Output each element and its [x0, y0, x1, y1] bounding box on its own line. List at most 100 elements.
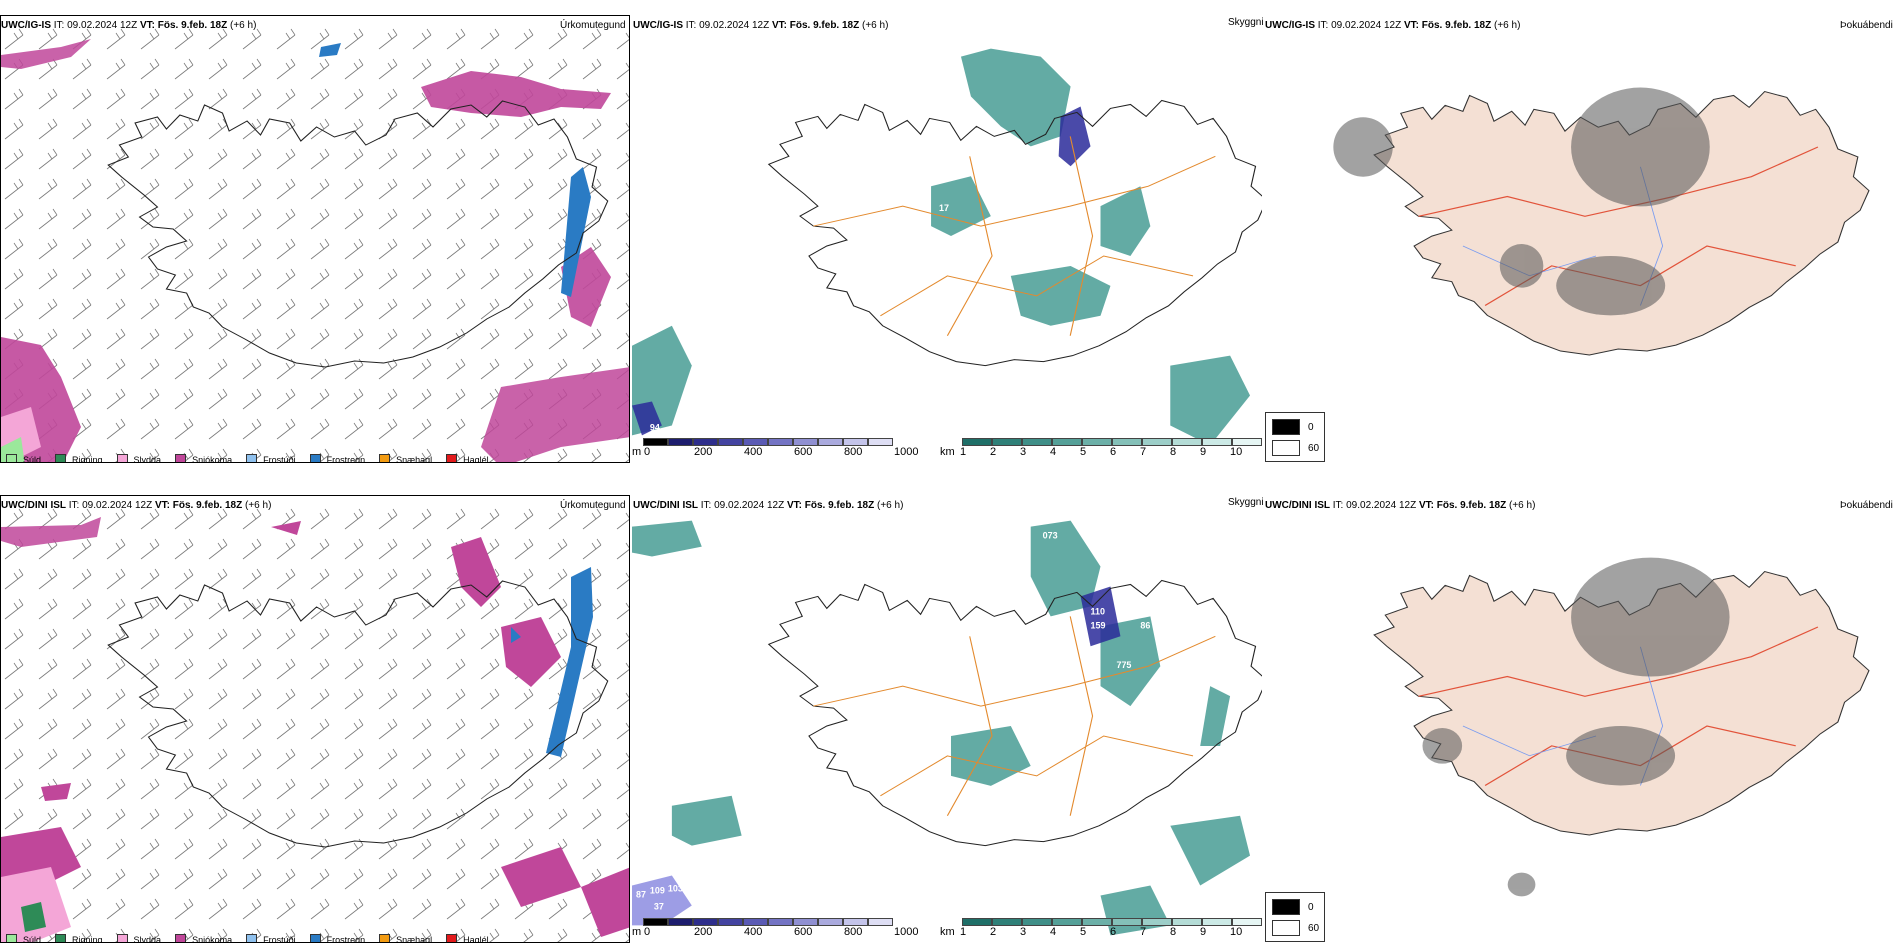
colorbar-cell	[768, 438, 793, 446]
header-row1-p2: UWC/IG-IS IT: 09.02.2024 12Z VT: Fös. 9.…	[633, 20, 889, 31]
svg-text:64: 64	[1186, 664, 1196, 674]
title-fog-1: Þokuábendi	[1840, 20, 1893, 31]
colorbar-cell	[643, 438, 668, 446]
legend-swatch	[6, 454, 17, 462]
precip-legend-2: Súld Rigning Slydda Snjókoma Frostúði Frostre…	[6, 934, 503, 943]
colorbar-cell	[1172, 438, 1202, 446]
colorbar-tick-label: 2	[990, 446, 997, 458]
svg-text:94: 94	[650, 422, 660, 432]
title-visibility-2: Skyggni	[1228, 497, 1264, 508]
colorbar-tick-label: 10	[1230, 446, 1243, 458]
colorbar-cell	[718, 918, 743, 926]
ceiling-colorbar-1	[643, 438, 893, 446]
ceiling-bar-labels-2: m 0 200 400 600 800 1000	[632, 926, 932, 940]
colorbar-tick-label: 800	[844, 926, 863, 938]
colorbar-tick-label: 3	[1020, 446, 1027, 458]
svg-text:86: 86	[1140, 620, 1150, 630]
precip-type-map	[1, 27, 629, 462]
colorbar-tick-label: 2	[990, 926, 997, 938]
colorbar-cell	[962, 438, 992, 446]
legend-item-snjokoma: Snjókoma	[175, 934, 232, 942]
colorbar-tick-label: 1000	[894, 446, 919, 458]
svg-text:88: 88	[1125, 88, 1135, 98]
colorbar-cell	[992, 918, 1022, 926]
colorbar-cell	[1202, 918, 1232, 926]
svg-text:15: 15	[1105, 126, 1115, 136]
legend-swatch	[246, 454, 258, 462]
colorbar-tick-label: 7	[1140, 446, 1147, 458]
cloud-value-labels: 073 110 159 86 775 64 93 87 109 103 37	[636, 531, 1200, 912]
legend-item-haglel: Haglél	[446, 454, 489, 462]
svg-text:93: 93	[1190, 654, 1200, 664]
legend-swatch	[379, 454, 391, 462]
colorbar-cell	[693, 438, 718, 446]
colorbar-tick-label: 5	[1080, 446, 1087, 458]
svg-text:87: 87	[636, 889, 646, 899]
legend-swatch	[246, 934, 258, 942]
svg-text:103: 103	[668, 883, 683, 893]
legend-label: Slydda	[133, 454, 162, 463]
legend-item-frostregn: Frostregn	[309, 454, 365, 462]
ceiling-areas	[632, 106, 1091, 436]
snow-areas	[1, 517, 629, 942]
colorbar-cell	[1202, 438, 1232, 446]
colorbar-tick-label: 600	[794, 926, 813, 938]
colorbar-tick-label: 0	[644, 926, 651, 938]
colorbar-cell	[843, 918, 868, 926]
header-row1-p1: UWC/IG-IS IT: 09.02.2024 12Z VT: Fös. 9.…	[1, 20, 257, 31]
visibility-panel-2: 073 110 159 86 775 64 93 87 109 103 37	[632, 495, 1264, 943]
colorbar-tick-label: 8	[1170, 926, 1177, 938]
title-visibility-1: Skyggni	[1228, 17, 1264, 28]
legend-item-frostudi: Frostúði	[246, 934, 296, 942]
fog-map	[1373, 557, 1870, 897]
legend-label: Snæhagl	[396, 934, 433, 943]
cloud-areas	[632, 48, 1251, 446]
visibility-colorbar-2	[962, 918, 1262, 926]
colorbar-cell	[643, 918, 668, 926]
visibility-panel-1: 88 101 15 17 94	[632, 15, 1264, 463]
fog-legend-1: 0 60	[1265, 412, 1325, 462]
legend-swatch	[309, 454, 321, 462]
legend-swatch	[116, 454, 128, 462]
colorbar-unit: km	[940, 926, 955, 938]
svg-text:17: 17	[939, 203, 949, 213]
fog-panel-2	[1264, 495, 1900, 943]
svg-text:109: 109	[650, 885, 665, 895]
colorbar-cell	[992, 438, 1022, 446]
colorbar-cell	[962, 918, 992, 926]
colorbar-cell	[1022, 918, 1052, 926]
legend-item-sulid: Súld	[6, 454, 41, 462]
precip-type-panel-2: Súld Rigning Slydda Snjókoma Frostúði Frostre…	[0, 495, 630, 943]
colorbar-tick-label: 200	[694, 926, 713, 938]
legend-label: Rigning	[72, 934, 103, 943]
title-precip-2: Úrkomutegund	[560, 500, 626, 511]
header-row1-p3: UWC/IG-IS IT: 09.02.2024 12Z VT: Fös. 9.…	[1265, 20, 1521, 31]
ceiling-colorbar-2	[643, 918, 893, 926]
precip-legend-1: Súld Rigning Slydda Snjókoma Frostúði Frostre…	[6, 454, 503, 463]
colorbar-cell	[743, 918, 768, 926]
colorbar-tick-label: 10	[1230, 926, 1243, 938]
colorbar-cell	[1232, 918, 1262, 926]
colorbar-cell	[1142, 438, 1172, 446]
colorbar-cell	[1112, 438, 1142, 446]
legend-item-snaehagl: Snæhagl	[379, 454, 432, 462]
colorbar-tick-label: 9	[1200, 446, 1207, 458]
colorbar-tick-label: 800	[844, 446, 863, 458]
legend-label: Súld	[23, 934, 42, 943]
colorbar-tick-label: 4	[1050, 926, 1057, 938]
colorbar-tick-label: 7	[1140, 926, 1147, 938]
ceiling-areas	[632, 586, 1121, 926]
legend-swatch	[55, 454, 67, 462]
fog-shades	[1422, 557, 1730, 897]
header-row2-p3: UWC/DINI ISL IT: 09.02.2024 12Z VT: Fös.…	[1265, 500, 1536, 511]
colorbar-cell	[843, 438, 868, 446]
colorbar-cell	[718, 438, 743, 446]
legend-item-slydda: Slydda	[116, 454, 162, 463]
legend-swatch	[446, 454, 458, 462]
colorbar-cell	[1142, 918, 1172, 926]
visibility-colorbar-1	[962, 438, 1262, 446]
colorbar-unit: m	[632, 926, 642, 938]
legend-swatch	[175, 454, 187, 462]
svg-text:775: 775	[1116, 660, 1131, 670]
legend-label: Haglél	[463, 934, 489, 943]
